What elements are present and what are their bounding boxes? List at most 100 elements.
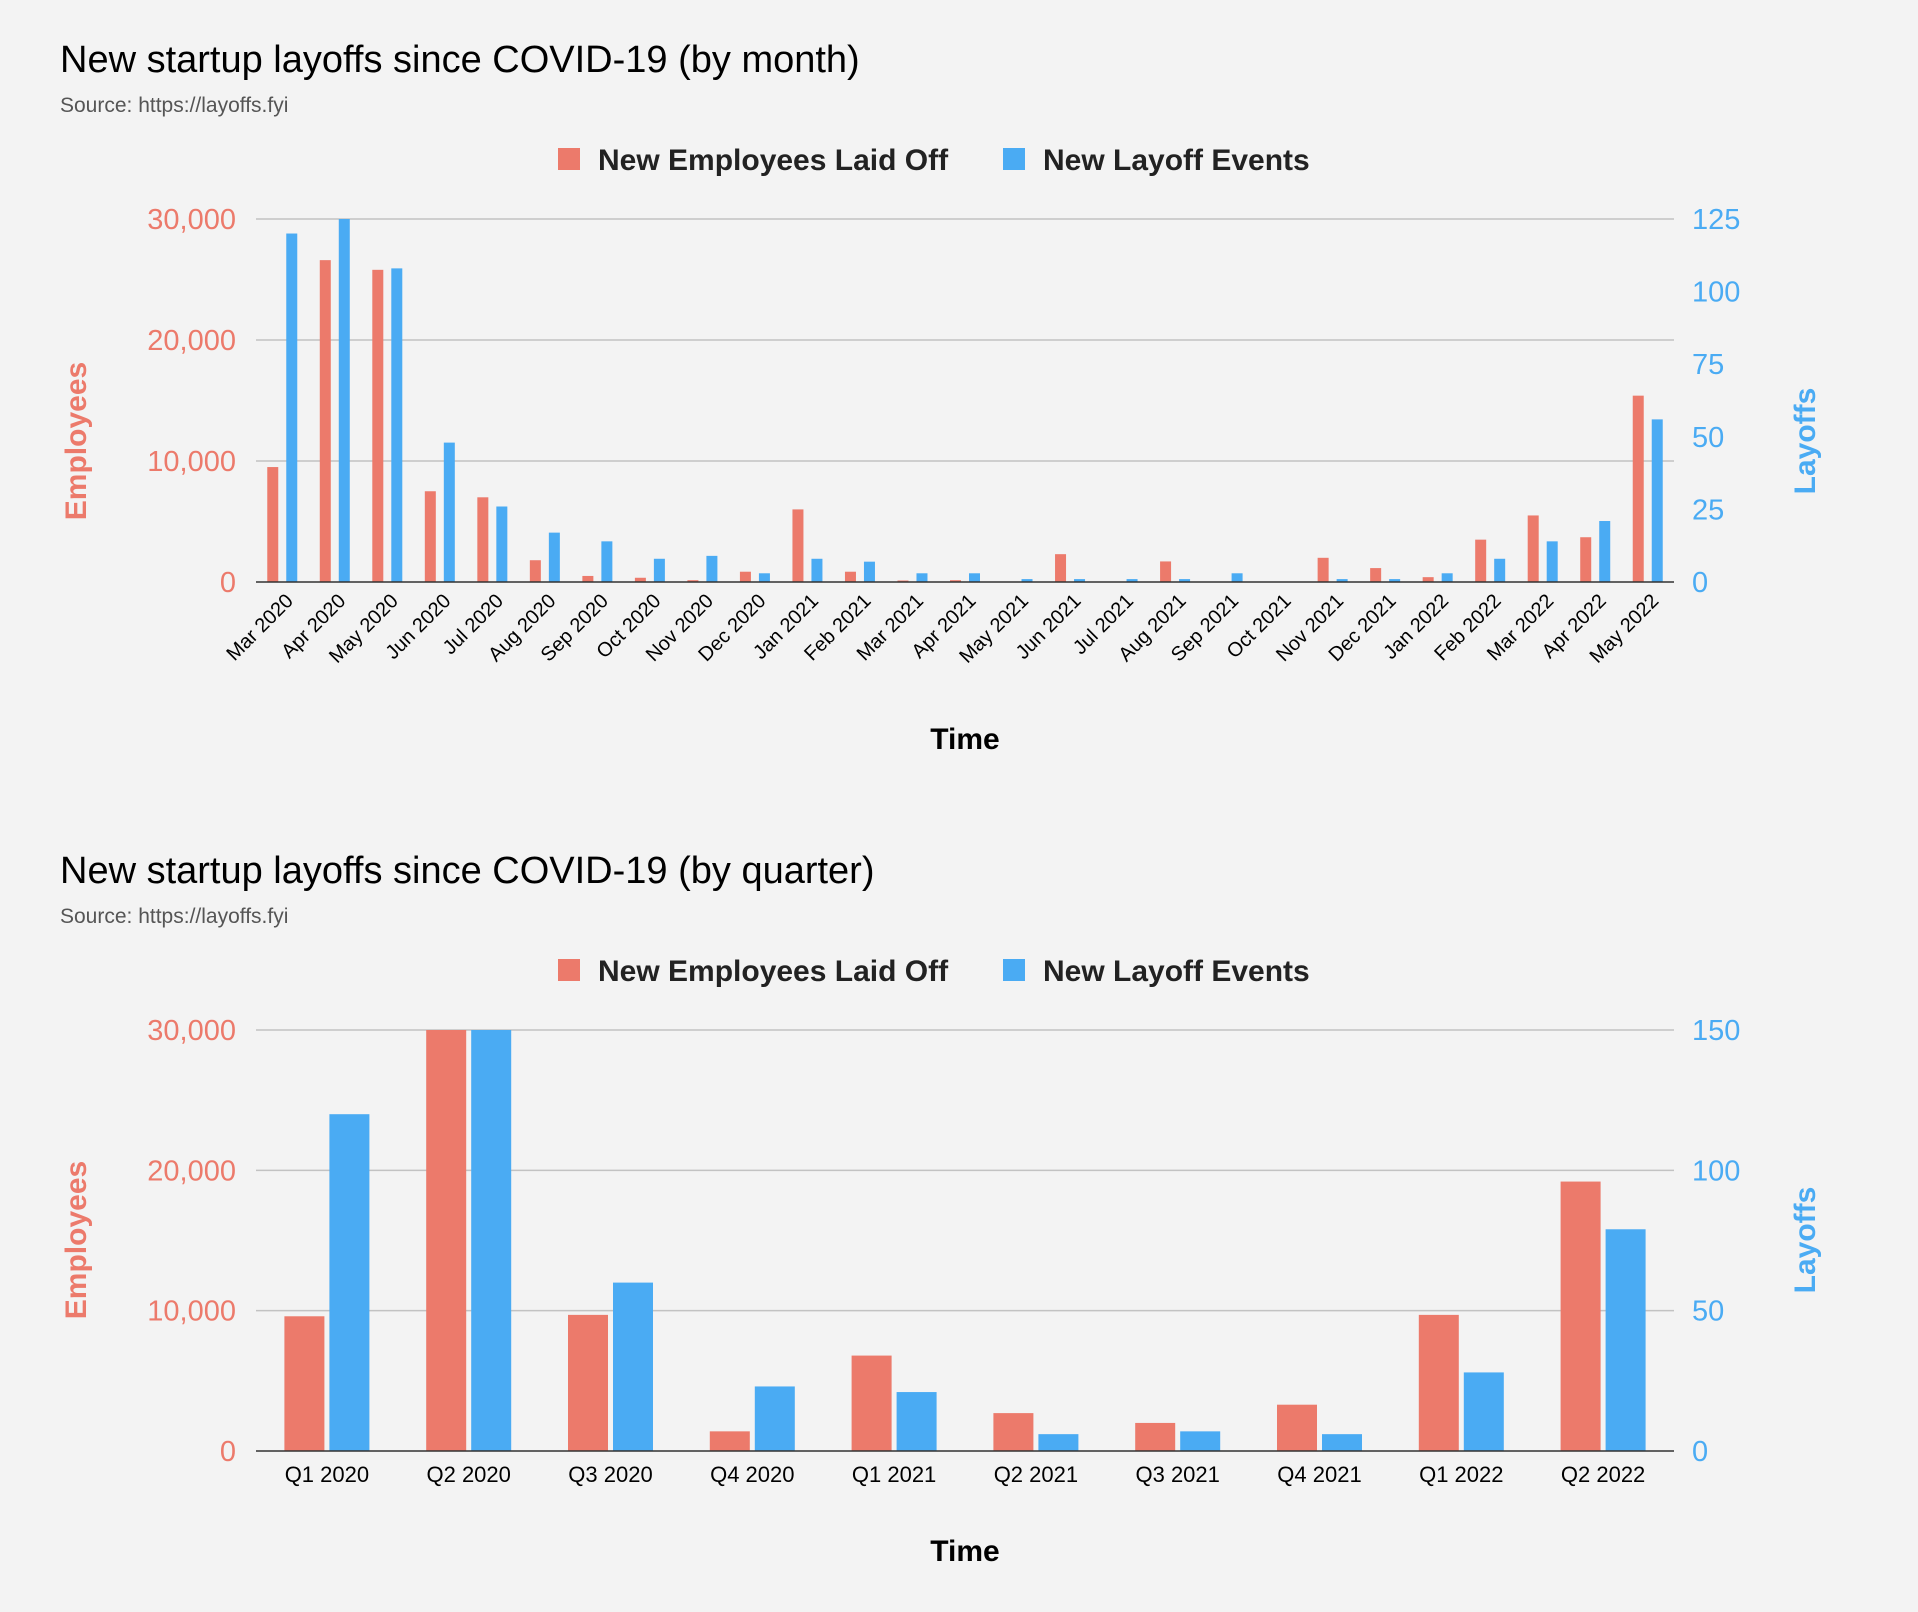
- bar-layoffs-q4-2021: [1322, 1434, 1362, 1451]
- bar-employees-jan-2022: [1422, 577, 1434, 582]
- bar-employees-jun-2021: [1055, 554, 1067, 582]
- chart2-legend-layoffs-swatch: [1003, 959, 1025, 981]
- chart1-source: Source: https://layoffs.fyi: [60, 94, 288, 117]
- bar-employees-mar-2022: [1527, 515, 1539, 582]
- bar-employees-feb-2022: [1475, 539, 1487, 582]
- bar-layoffs-may-2021: [1021, 579, 1033, 582]
- bar-layoffs-apr-2020: [338, 219, 350, 582]
- ytick-left-label: 10,000: [147, 1296, 236, 1328]
- ytick-left-label: 30,000: [147, 1015, 236, 1047]
- xtick-label: Q2 2022: [1561, 1462, 1645, 1487]
- bar-employees-q2-2022: [1560, 1181, 1601, 1451]
- bar-layoffs-jun-2021: [1074, 579, 1086, 582]
- ytick-left-label: 20,000: [147, 1155, 236, 1187]
- ytick-left-label: 10,000: [147, 446, 236, 478]
- bar-employees-nov-2021: [1317, 557, 1329, 582]
- chart1-legend-layoffs-swatch: [1003, 148, 1025, 170]
- xtick-label: Q3 2020: [568, 1462, 652, 1487]
- bar-employees-q1-2021: [851, 1355, 892, 1451]
- ytick-right-label: 50: [1692, 422, 1724, 454]
- ytick-right-label: 100: [1692, 1155, 1740, 1187]
- bar-layoffs-nov-2021: [1336, 579, 1348, 582]
- ytick-right-label: 100: [1692, 277, 1740, 309]
- ytick-left-label: 0: [220, 567, 236, 599]
- bar-employees-aug-2020: [529, 560, 541, 582]
- ytick-right-label: 25: [1692, 494, 1724, 526]
- chart2-legend-employees: New Employees Laid Off: [598, 955, 949, 988]
- chart1-ylabel-left: Employees: [60, 362, 93, 520]
- xtick-label: Q1 2022: [1419, 1462, 1503, 1487]
- ytick-right-label: 0: [1692, 567, 1708, 599]
- chart1-legend-layoffs: New Layoff Events: [1043, 144, 1310, 177]
- bar-layoffs-jul-2020: [496, 506, 508, 582]
- bar-employees-apr-2020: [319, 260, 331, 582]
- bar-layoffs-apr-2022: [1599, 521, 1611, 582]
- xtick-label: Q4 2021: [1277, 1462, 1361, 1487]
- bar-employees-q3-2020: [568, 1314, 608, 1451]
- bar-layoffs-may-2020: [391, 268, 403, 582]
- bar-layoffs-q4-2020: [754, 1386, 795, 1451]
- bar-layoffs-q1-2022: [1463, 1372, 1504, 1451]
- chart2-legend-layoffs: New Layoff Events: [1043, 955, 1310, 988]
- bar-employees-nov-2020: [687, 580, 699, 582]
- bar-layoffs-q2-2020: [471, 1030, 512, 1451]
- chart2-title: New startup layoffs since COVID-19 (by q…: [60, 850, 875, 892]
- bar-layoffs-mar-2020: [286, 233, 298, 582]
- bar-employees-q1-2020: [284, 1316, 325, 1451]
- xtick-label: Q1 2021: [852, 1462, 936, 1487]
- bar-employees-q4-2020: [709, 1431, 750, 1451]
- bar-employees-oct-2020: [634, 577, 646, 582]
- bar-layoffs-jan-2022: [1441, 573, 1453, 582]
- bar-layoffs-q2-2021: [1038, 1434, 1079, 1451]
- chart2-xlabel: Time: [930, 1535, 999, 1568]
- xtick-label: Q1 2020: [285, 1462, 369, 1487]
- bar-employees-may-2020: [372, 269, 384, 582]
- chart1-legend-employees-swatch: [558, 148, 580, 170]
- bar-layoffs-jan-2021: [811, 558, 823, 582]
- chart1-legend-employees: New Employees Laid Off: [598, 144, 949, 177]
- bar-layoffs-q3-2020: [613, 1282, 653, 1451]
- bar-layoffs-q1-2020: [329, 1114, 370, 1451]
- bar-employees-dec-2021: [1370, 568, 1382, 582]
- ytick-left-label: 0: [220, 1436, 236, 1468]
- bar-layoffs-dec-2021: [1389, 579, 1401, 582]
- bar-layoffs-jul-2021: [1126, 579, 1138, 582]
- bar-employees-q3-2021: [1135, 1422, 1176, 1451]
- bar-layoffs-mar-2022: [1546, 541, 1558, 582]
- ytick-left-label: 20,000: [147, 325, 236, 357]
- bar-employees-q4-2021: [1277, 1404, 1317, 1451]
- bar-employees-jul-2020: [477, 497, 489, 582]
- chart2-source: Source: https://layoffs.fyi: [60, 905, 288, 928]
- bar-layoffs-may-2022: [1651, 419, 1663, 582]
- bar-employees-mar-2020: [267, 467, 279, 582]
- bar-layoffs-oct-2020: [653, 558, 665, 582]
- bar-employees-aug-2021: [1160, 561, 1172, 582]
- xtick-label: Q2 2020: [426, 1462, 510, 1487]
- bar-layoffs-q3-2021: [1180, 1431, 1221, 1451]
- bar-layoffs-aug-2021: [1179, 579, 1191, 582]
- chart2-ylabel-right: Layoffs: [1789, 1187, 1822, 1294]
- ytick-left-label: 30,000: [147, 204, 236, 236]
- bar-employees-apr-2021: [950, 580, 961, 582]
- bar-layoffs-q1-2021: [896, 1392, 937, 1451]
- bar-employees-may-2022: [1632, 395, 1644, 582]
- bar-employees-dec-2020: [739, 571, 751, 582]
- bar-layoffs-feb-2021: [863, 561, 875, 582]
- bar-layoffs-apr-2021: [969, 573, 980, 582]
- chart2-ylabel-left: Employees: [60, 1161, 93, 1319]
- chart1-title: New startup layoffs since COVID-19 (by m…: [60, 39, 860, 81]
- bar-layoffs-aug-2020: [548, 532, 560, 582]
- bar-layoffs-sep-2021: [1231, 573, 1243, 582]
- ytick-right-label: 0: [1692, 1436, 1708, 1468]
- chart1-xlabel: Time: [930, 723, 999, 756]
- bar-employees-apr-2022: [1580, 537, 1592, 582]
- bar-employees-q1-2022: [1418, 1314, 1459, 1451]
- bar-employees-feb-2021: [844, 571, 856, 582]
- bar-layoffs-dec-2020: [758, 573, 770, 582]
- chart2-legend-employees-swatch: [558, 959, 580, 981]
- ytick-right-label: 150: [1692, 1015, 1740, 1047]
- ytick-right-label: 75: [1692, 349, 1724, 381]
- bar-employees-q2-2020: [426, 1030, 467, 1451]
